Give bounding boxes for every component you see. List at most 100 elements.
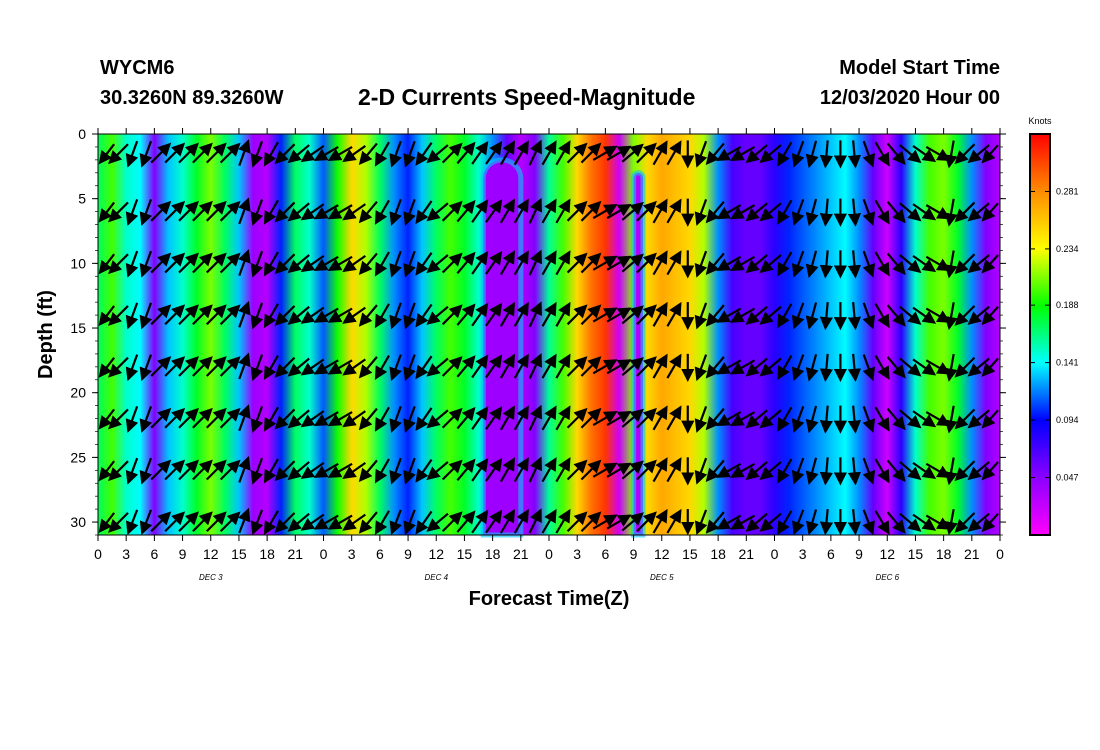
station-coordinates: 30.3260N 89.3260W [100,87,284,109]
current-vector [636,407,657,429]
current-vector [250,354,264,382]
current-vector [874,199,890,225]
current-vector [705,304,725,327]
current-vector [415,200,433,225]
current-vector [705,252,725,275]
current-vector [541,457,557,483]
current-vector [456,141,476,165]
current-vector [98,408,116,430]
current-vector [263,141,279,167]
day-label: DEC 6 [875,573,899,582]
current-vector [874,406,890,432]
current-vector [555,301,571,327]
x-tick-label: 18 [936,546,952,562]
current-vector [745,254,768,274]
current-vector [374,355,390,381]
current-vector [238,352,251,380]
current-vector [944,198,958,227]
current-vector [745,512,768,532]
current-vector [777,406,793,432]
current-vector [441,142,463,164]
current-vector [555,250,571,276]
current-vector [403,140,416,168]
current-vector [981,306,999,326]
current-vector [886,142,906,166]
current-vector [652,301,668,327]
current-vector [580,356,602,377]
current-vector [592,514,618,530]
current-vector [899,144,922,164]
current-vector [192,511,213,533]
current-vector [745,305,768,325]
current-vector [805,405,819,434]
current-vector [847,250,862,279]
current-vector [745,357,768,377]
current-vector [499,198,515,224]
current-vector [528,353,542,380]
current-vector [456,355,476,378]
current-vector [954,460,976,482]
current-vector [513,457,529,483]
current-vector [287,254,310,274]
current-vector [555,140,571,166]
current-vector [250,199,264,226]
current-vector [263,510,279,535]
current-vector [327,255,353,271]
colorbar-tick-label: 0.047 [1056,473,1079,483]
x-tick-label: 12 [203,546,219,562]
current-vector [566,459,588,481]
current-vector [150,459,172,481]
current-vector [108,143,129,165]
x-tick-label: 3 [348,546,356,562]
current-vector [592,410,618,427]
current-vector [126,509,139,536]
x-tick-label: 21 [739,546,755,562]
current-vector [499,353,515,379]
current-vector [912,513,937,531]
current-vector [666,508,682,534]
current-vector [456,458,476,481]
current-vector [862,509,875,536]
current-vector [441,252,463,274]
current-vector [274,305,296,326]
x-tick-label: 6 [601,546,609,562]
current-vector [541,353,557,379]
current-vector [777,303,793,329]
y-tick-label: 30 [70,514,86,530]
current-vector [358,252,378,275]
x-tick-label: 15 [231,546,247,562]
current-vector [899,409,922,429]
current-vector [219,304,241,326]
current-vector [389,354,402,382]
current-vector [981,409,999,429]
current-vector [621,357,644,377]
current-vector [592,359,618,375]
current-vector [513,353,529,379]
current-vector [805,509,819,536]
x-tick-label: 3 [799,546,807,562]
current-vector [730,204,756,220]
current-vector [499,140,515,166]
x-tick-label: 3 [573,546,581,562]
current-vector [791,199,805,226]
current-vector [274,408,296,430]
current-vector [178,200,199,222]
current-vector [108,408,129,430]
current-vector [621,460,644,480]
current-vector [485,406,503,430]
current-vector [513,140,529,166]
current-vector [592,145,618,161]
current-vector [777,355,793,381]
current-vector [263,355,279,381]
current-vector [862,140,876,168]
current-vector [580,142,602,164]
current-vector [342,461,367,480]
current-vector [705,356,725,379]
current-vector [300,358,325,376]
current-vector [528,301,542,328]
current-vector [485,140,503,165]
current-vector [287,202,310,222]
x-axis-title: Forecast Time(Z) [469,588,630,610]
current-vector [666,198,682,224]
current-vector [967,512,990,532]
